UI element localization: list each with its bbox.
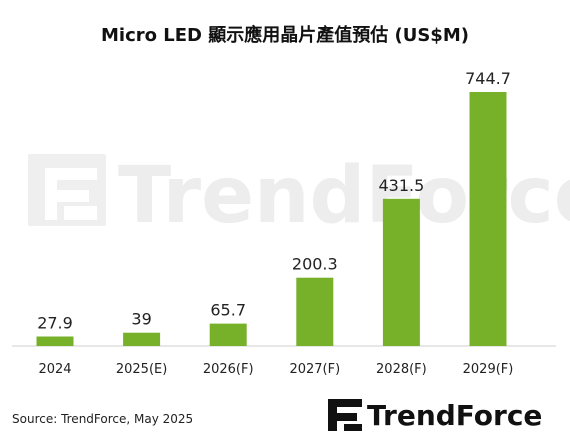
bar-1 — [123, 332, 161, 346]
data-label-3: 200.3 — [292, 255, 338, 274]
bar-3 — [296, 277, 334, 346]
x-tick-label-4: 2028(F) — [376, 362, 427, 377]
data-label-5: 744.7 — [465, 69, 511, 88]
x-tick-label-0: 2024 — [38, 362, 71, 377]
x-tick-label-1: 2025(E) — [116, 362, 167, 377]
value-labels: 27.9 39 65.7 200.3 431.5 744.7 — [37, 69, 511, 333]
bar-0 — [36, 336, 74, 346]
x-tick-label-2: 2026(F) — [203, 362, 254, 377]
bar-2 — [209, 323, 247, 346]
brand-logo: TrendForce — [328, 399, 542, 432]
data-label-4: 431.5 — [378, 176, 424, 195]
bar-5 — [469, 92, 507, 346]
data-label-2: 65.7 — [210, 301, 246, 320]
data-label-1: 39 — [131, 310, 151, 329]
trendforce-logo-icon — [328, 399, 362, 431]
chart-title: Micro LED 顯示應用晶片產值預估 (US$M) — [101, 24, 469, 46]
x-tick-label-3: 2027(F) — [289, 362, 340, 377]
bar-4 — [382, 198, 420, 346]
brand-logo-text: TrendForce — [367, 399, 542, 432]
bars — [36, 92, 507, 346]
data-label-0: 27.9 — [37, 314, 73, 333]
x-tick-labels: 2024 2025(E) 2026(F) 2027(F) 2028(F) 2029(F) — [38, 362, 513, 377]
source-note: Source: TrendForce, May 2025 — [12, 412, 193, 426]
watermark-logo-icon — [28, 154, 106, 226]
x-tick-label-5: 2029(F) — [463, 362, 514, 377]
